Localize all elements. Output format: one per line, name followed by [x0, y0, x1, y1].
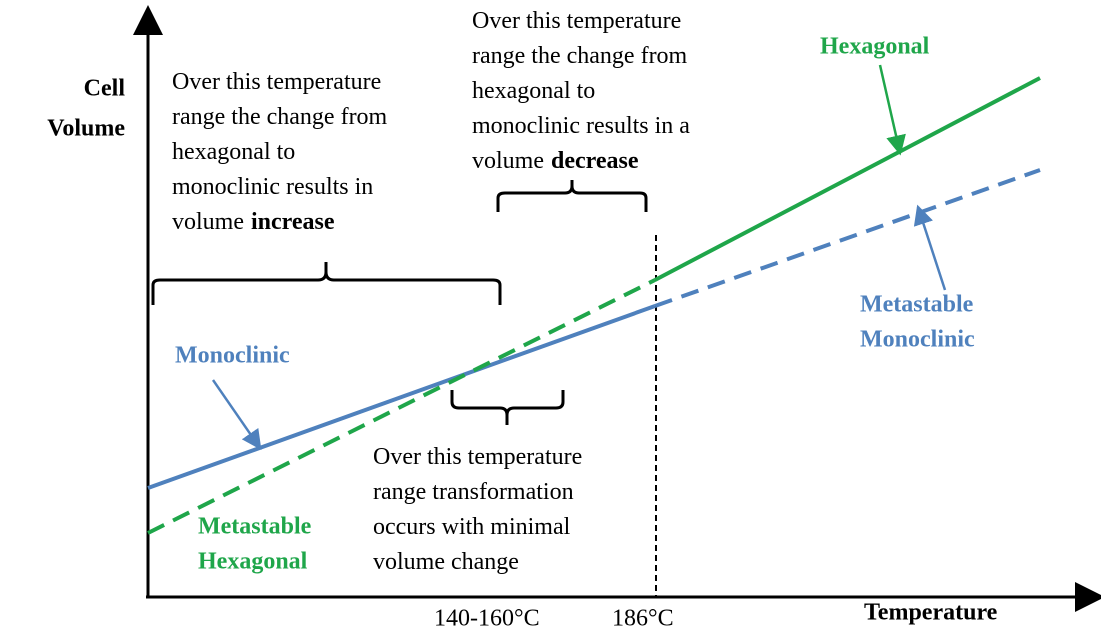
annotation-line: hexagonal to [472, 78, 595, 104]
annotation-text: range the change from [172, 104, 388, 130]
line-label: Monoclinic [175, 343, 290, 369]
brace [496, 180, 648, 212]
annotation-line: Over this temperature [172, 69, 381, 95]
line-label: Hexagonal [198, 549, 308, 575]
annotation-line: hexagonal to [172, 139, 295, 165]
line-label: Hexagonal [820, 34, 930, 60]
brace [450, 390, 565, 425]
line-label: Metastable [860, 292, 974, 318]
arrow [878, 64, 906, 156]
y-label: Cell [84, 76, 126, 102]
arrow [211, 379, 262, 451]
annotation-line: volume decrease [472, 148, 639, 174]
y-label: Volume [47, 116, 125, 142]
annotation-line: Over this temperature [472, 8, 681, 34]
annotations: Over this temperature range the change fr… [172, 8, 690, 575]
annotation-text: hexagonal to [172, 139, 295, 165]
annotation-line: range transformation [373, 479, 574, 505]
annotation-text: occurs with minimal [373, 514, 571, 540]
arrow [913, 204, 947, 291]
annotation-line: monoclinic results in [172, 174, 373, 200]
monoclinic-line [147, 304, 656, 490]
annotation-text: volume [172, 209, 244, 235]
x-label: Temperature [864, 600, 998, 626]
annotation-text: volume change [373, 549, 519, 575]
annotation-emphasis: decrease [551, 148, 639, 174]
annotation-text: range the change from [472, 43, 688, 69]
x-tick-label: 140-160°C [434, 606, 540, 632]
annotation-text: hexagonal to [472, 78, 595, 104]
annotation-text: Over this temperature [472, 8, 681, 34]
line-label: Monoclinic [860, 327, 975, 353]
annotation-text: Over this temperature [172, 69, 381, 95]
annotation-line: occurs with minimal [373, 514, 571, 540]
annotation-line: range the change from [172, 104, 388, 130]
annotation-line: volume change [373, 549, 519, 575]
metastable-hexagonal-line [147, 278, 656, 535]
x-tick-label: 186°C [612, 606, 674, 632]
line-label: Metastable [198, 514, 312, 540]
annotation-emphasis: increase [251, 209, 335, 235]
metastable-monoclinic-line [654, 168, 1041, 308]
annotation-text: monoclinic results in [172, 174, 373, 200]
annotation-text: range transformation [373, 479, 574, 505]
annotation-line: Over this temperature [373, 444, 582, 470]
annotation-line: volume increase [172, 209, 335, 235]
annotation-text: Over this temperature [373, 444, 582, 470]
hexagonal-line [654, 76, 1041, 282]
annotation-line: range the change from [472, 43, 688, 69]
annotation-line: monoclinic results in a [472, 113, 690, 139]
annotation-text: volume [472, 148, 544, 174]
brace [151, 262, 502, 305]
annotation-text: monoclinic results in a [472, 113, 690, 139]
